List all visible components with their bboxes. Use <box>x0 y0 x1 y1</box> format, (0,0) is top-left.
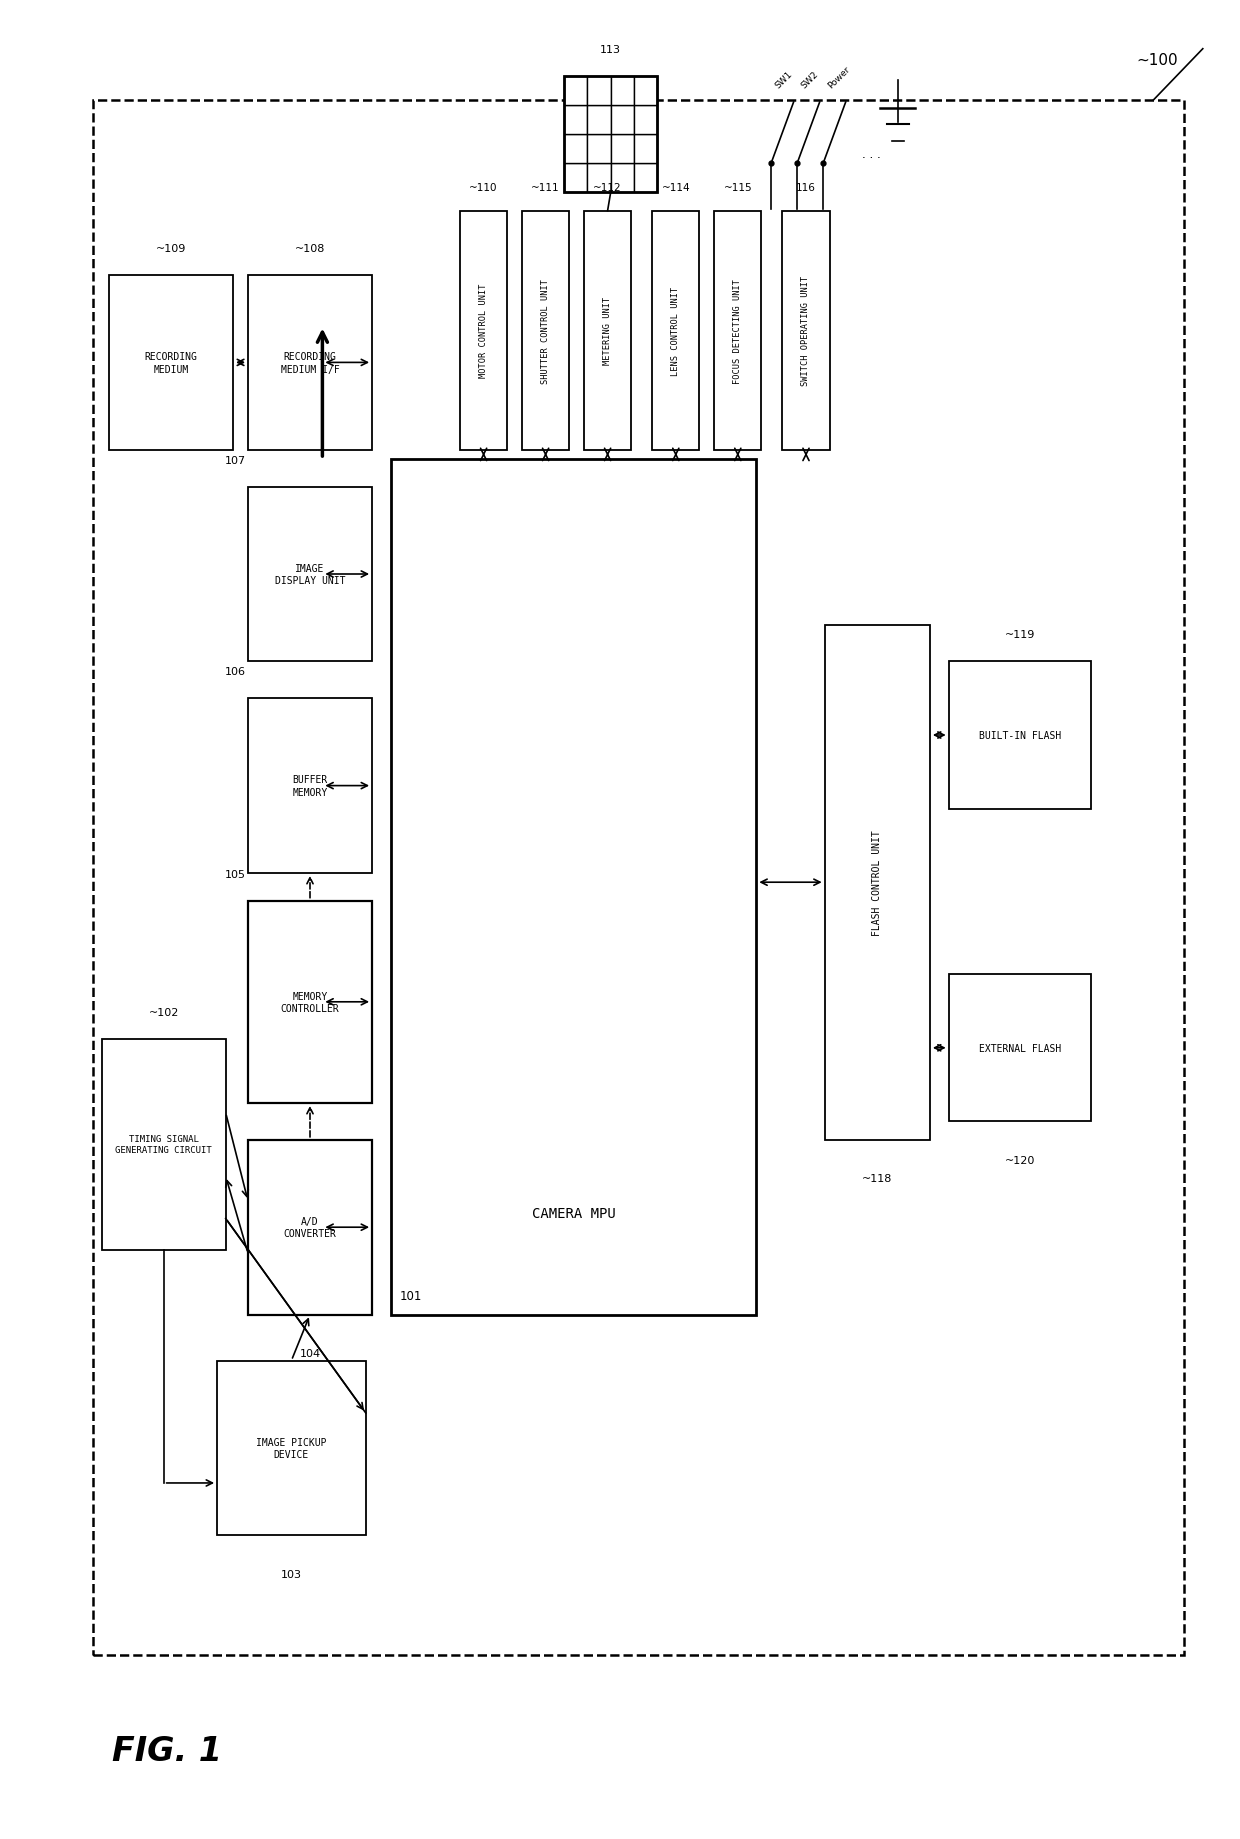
Text: SHUTTER CONTROL UNIT: SHUTTER CONTROL UNIT <box>541 278 551 384</box>
Text: ~120: ~120 <box>1004 1155 1035 1164</box>
Text: ~109: ~109 <box>156 245 186 254</box>
Text: BUILT-IN FLASH: BUILT-IN FLASH <box>978 730 1061 741</box>
Text: ~111: ~111 <box>531 184 560 193</box>
Text: BUFFER
MEMORY: BUFFER MEMORY <box>293 774 327 798</box>
Text: ~114: ~114 <box>661 184 691 193</box>
Text: ~102: ~102 <box>149 1008 179 1017</box>
Text: 116: 116 <box>796 184 816 193</box>
Text: ~118: ~118 <box>862 1173 893 1182</box>
Bar <box>634 134 657 164</box>
Text: MOTOR CONTROL UNIT: MOTOR CONTROL UNIT <box>479 283 489 379</box>
Bar <box>611 164 634 193</box>
Text: EXTERNAL FLASH: EXTERNAL FLASH <box>978 1043 1061 1054</box>
Text: 107: 107 <box>224 456 246 465</box>
Bar <box>588 164 611 193</box>
Text: 103: 103 <box>281 1569 301 1578</box>
Text: 101: 101 <box>399 1289 422 1302</box>
Text: RECORDING
MEDIUM: RECORDING MEDIUM <box>145 351 197 375</box>
Text: ~115: ~115 <box>723 184 753 193</box>
FancyBboxPatch shape <box>460 211 507 451</box>
Text: ~108: ~108 <box>295 245 325 254</box>
Bar <box>634 107 657 134</box>
Text: A/D
CONVERTER: A/D CONVERTER <box>284 1216 336 1239</box>
Text: FIG. 1: FIG. 1 <box>112 1734 222 1767</box>
FancyBboxPatch shape <box>93 101 1184 1655</box>
Text: SW2: SW2 <box>800 70 821 90</box>
Bar <box>634 77 657 107</box>
Text: ~110: ~110 <box>470 184 497 193</box>
Bar <box>588 77 611 107</box>
Text: TIMING SIGNAL
GENERATING CIRCUIT: TIMING SIGNAL GENERATING CIRCUIT <box>115 1135 212 1155</box>
Text: . . .: . . . <box>862 147 880 162</box>
Bar <box>564 164 588 193</box>
Text: SWITCH OPERATING UNIT: SWITCH OPERATING UNIT <box>801 276 811 386</box>
Text: ~112: ~112 <box>593 184 622 193</box>
FancyBboxPatch shape <box>248 699 372 874</box>
Text: LENS CONTROL UNIT: LENS CONTROL UNIT <box>671 287 681 375</box>
FancyBboxPatch shape <box>248 1140 372 1315</box>
Text: METERING UNIT: METERING UNIT <box>603 296 613 366</box>
Text: FOCUS DETECTING UNIT: FOCUS DETECTING UNIT <box>733 278 743 384</box>
Text: MEMORY
CONTROLLER: MEMORY CONTROLLER <box>280 991 340 1013</box>
Text: 106: 106 <box>224 668 246 677</box>
Bar <box>611 77 634 107</box>
FancyBboxPatch shape <box>522 211 569 451</box>
Bar <box>611 134 634 164</box>
FancyBboxPatch shape <box>217 1361 366 1536</box>
FancyBboxPatch shape <box>652 211 699 451</box>
FancyBboxPatch shape <box>782 211 830 451</box>
Text: ~119: ~119 <box>1004 631 1035 640</box>
Text: CAMERA MPU: CAMERA MPU <box>532 1206 615 1221</box>
FancyBboxPatch shape <box>109 276 233 451</box>
Bar <box>611 107 634 134</box>
Bar <box>564 107 588 134</box>
FancyBboxPatch shape <box>949 662 1091 809</box>
Text: SW1: SW1 <box>774 70 795 90</box>
FancyBboxPatch shape <box>825 625 930 1140</box>
FancyBboxPatch shape <box>714 211 761 451</box>
Bar <box>634 164 657 193</box>
Text: 113: 113 <box>600 46 621 55</box>
Text: FLASH CONTROL UNIT: FLASH CONTROL UNIT <box>872 829 883 936</box>
Text: ~100: ~100 <box>1136 53 1178 68</box>
Bar <box>588 134 611 164</box>
Text: RECORDING
MEDIUM I/F: RECORDING MEDIUM I/F <box>280 351 340 375</box>
Bar <box>564 134 588 164</box>
Text: Power: Power <box>826 64 852 90</box>
Text: IMAGE PICKUP
DEVICE: IMAGE PICKUP DEVICE <box>257 1436 326 1460</box>
FancyBboxPatch shape <box>248 901 372 1103</box>
FancyBboxPatch shape <box>248 276 372 451</box>
Text: 104: 104 <box>299 1348 321 1357</box>
Bar <box>588 107 611 134</box>
FancyBboxPatch shape <box>949 975 1091 1122</box>
FancyBboxPatch shape <box>584 211 631 451</box>
FancyBboxPatch shape <box>248 487 372 662</box>
FancyBboxPatch shape <box>391 460 756 1315</box>
Bar <box>564 77 588 107</box>
Text: IMAGE
DISPLAY UNIT: IMAGE DISPLAY UNIT <box>275 563 345 587</box>
Text: 105: 105 <box>224 870 246 879</box>
FancyBboxPatch shape <box>102 1039 226 1251</box>
